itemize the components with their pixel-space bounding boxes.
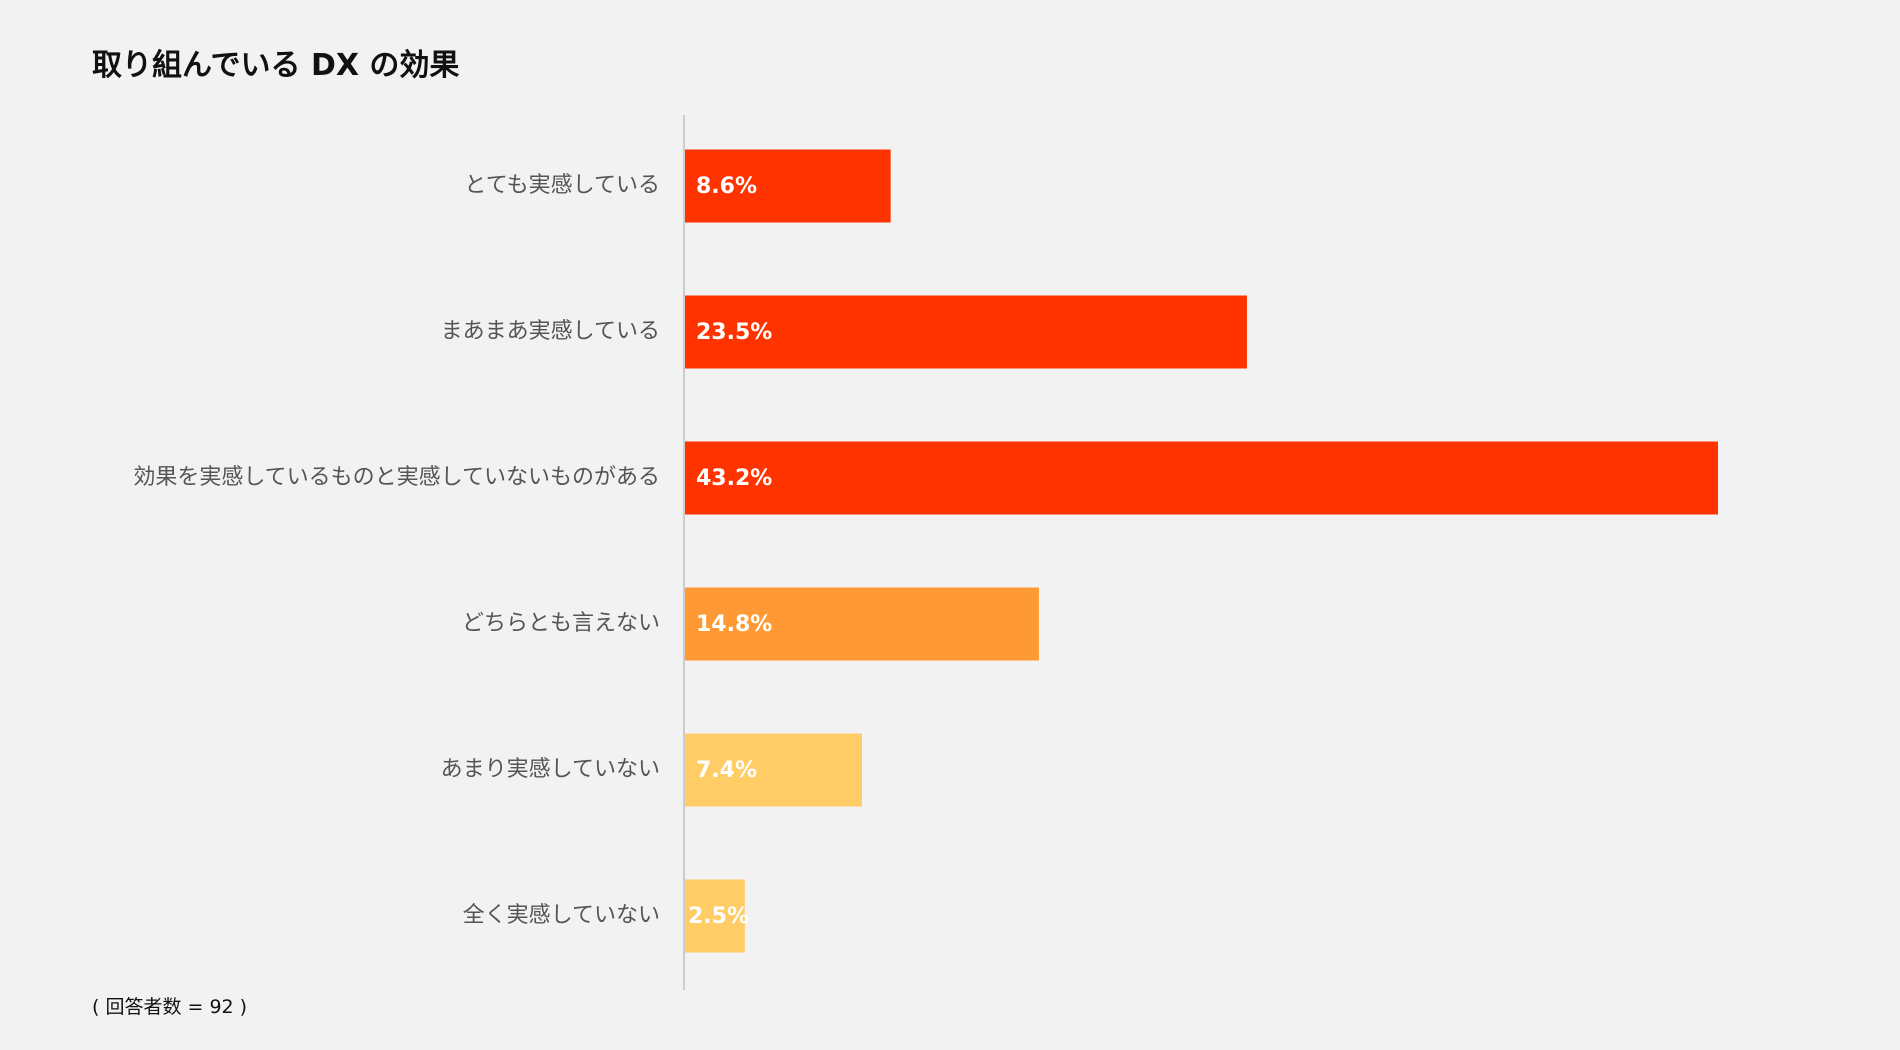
value-label: 8.6% <box>696 174 757 199</box>
value-label: 43.2% <box>696 466 772 491</box>
category-label: とても実感している <box>464 173 660 198</box>
bars-layer <box>685 149 1718 953</box>
value-label: 7.4% <box>696 758 757 783</box>
bar <box>685 295 1247 369</box>
value-label: 14.8% <box>696 612 772 637</box>
value-label: 23.5% <box>696 320 772 345</box>
category-label: 効果を実感しているものと実感していないものがある <box>133 465 660 490</box>
respondent-count-note: ( 回答者数 = 92 ) <box>92 996 248 1018</box>
bar <box>685 587 1039 661</box>
category-label: あまり実感していない <box>441 757 660 782</box>
chart-title: 取り組んでいる DX の効果 <box>92 48 460 83</box>
value-label: 2.5% <box>688 904 749 929</box>
category-label: まあまあ実感している <box>441 319 660 344</box>
category-labels: とても実感しているまあまあ実感している効果を実感しているものと実感していないもの… <box>133 173 660 928</box>
category-label: 全く実感していない <box>463 903 660 928</box>
bar <box>685 879 745 953</box>
category-label: どちらとも言えない <box>462 611 660 636</box>
bar <box>685 733 862 807</box>
bar <box>685 149 891 223</box>
value-labels: 8.6% 23.5% 43.2% 14.8% 7.4% 2.5% <box>688 174 772 929</box>
bar <box>685 441 1718 515</box>
